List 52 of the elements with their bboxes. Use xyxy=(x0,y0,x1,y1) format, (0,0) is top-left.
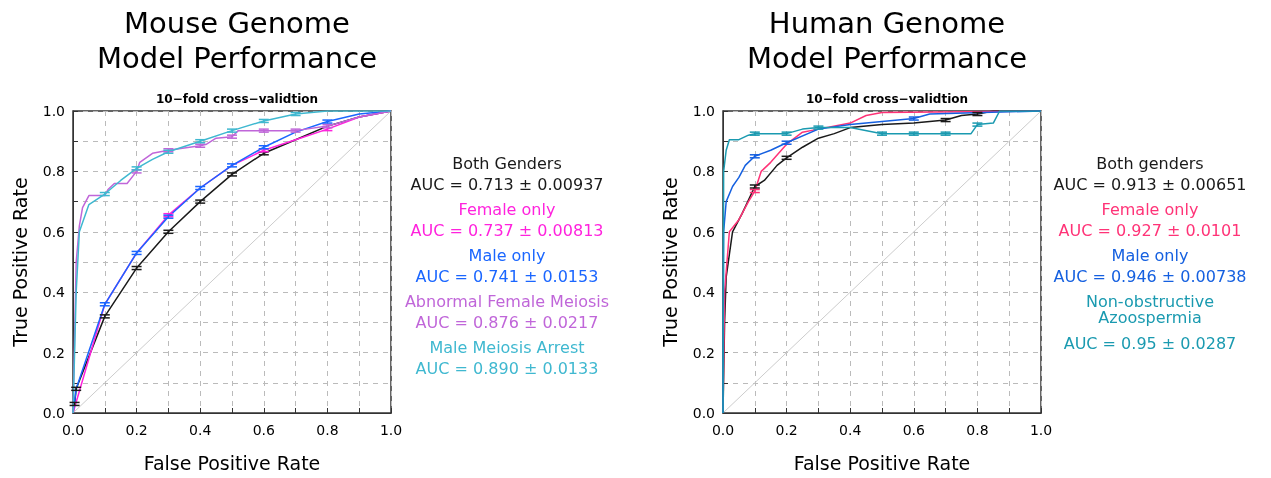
line-series xyxy=(722,110,1042,414)
x-tick-label: 0.2 xyxy=(775,422,798,438)
y-tick-label: 0.8 xyxy=(692,163,715,180)
x-tick-label: 0.0 xyxy=(61,422,85,438)
text: Male only xyxy=(468,245,546,265)
text: Female only xyxy=(1101,199,1199,219)
y-axis-title: True Positive Rate xyxy=(658,177,681,348)
x-axis-title: False Positive Rate xyxy=(143,451,321,474)
text: AUC = 0.890 ± 0.0133 xyxy=(415,358,599,378)
text: Male only xyxy=(1111,245,1189,265)
y-tick-label: 0.2 xyxy=(42,344,65,361)
text: AUC = 0.927 ± 0.0101 xyxy=(1058,220,1242,240)
chart-subtitle: 10−fold cross−validtion xyxy=(805,92,969,106)
y-tick-label: 0.6 xyxy=(42,223,66,240)
chart-title: Mouse Genome Model Performance xyxy=(96,5,378,75)
text: AUC = 0.946 ± 0.00738 xyxy=(1053,266,1247,286)
text: Female only xyxy=(458,199,556,219)
chart-title: Human Genome Model Performance xyxy=(746,5,1028,75)
y-tick-label: 0.0 xyxy=(42,405,65,421)
y-tick-label: 0.2 xyxy=(692,344,715,361)
y-axis-title: True Positive Rate xyxy=(8,177,31,348)
x-tick-label: 1.0 xyxy=(379,422,403,438)
y-tick-label: 1.0 xyxy=(692,103,715,119)
x-tick-label: 0.6 xyxy=(902,422,926,438)
text: AUC = 0.913 ± 0.00651 xyxy=(1053,174,1247,194)
x-tick-label: 0.8 xyxy=(966,422,989,438)
x-tick-label: 1.0 xyxy=(1029,422,1053,438)
chart-subtitle: 10−fold cross−validtion xyxy=(155,92,319,106)
text: AUC = 0.737 ± 0.00813 xyxy=(410,220,604,240)
x-tick-label: 0.0 xyxy=(711,422,735,438)
text: AUC = 0.95 ± 0.0287 xyxy=(1063,333,1237,353)
y-tick-label: 0.4 xyxy=(42,284,66,301)
text: AUC = 0.741 ± 0.0153 xyxy=(415,266,599,286)
x-tick-label: 0.8 xyxy=(316,422,339,438)
text: AUC = 0.876 ± 0.0217 xyxy=(415,312,599,332)
x-tick-label: 0.4 xyxy=(189,422,212,438)
text: AUC = 0.713 ± 0.00937 xyxy=(410,174,604,194)
y-tick-label: 0.8 xyxy=(42,163,65,180)
x-axis-title: False Positive Rate xyxy=(793,451,971,474)
x-tick-label: 0.4 xyxy=(839,422,862,438)
y-tick-label: 0.6 xyxy=(692,223,716,240)
y-tick-label: 0.0 xyxy=(692,405,715,421)
text: Male Meiosis Arrest xyxy=(429,337,585,357)
text: Both genders xyxy=(1096,153,1204,173)
y-tick-label: 0.4 xyxy=(692,284,716,301)
text: Non-obstructive Azoospermia xyxy=(1085,291,1215,327)
y-tick-label: 1.0 xyxy=(42,103,65,119)
x-tick-label: 0.6 xyxy=(252,422,276,438)
text: Both Genders xyxy=(452,153,562,173)
text: Abnormal Female Meiosis xyxy=(404,291,610,311)
x-tick-label: 0.2 xyxy=(125,422,148,438)
line-series xyxy=(72,110,392,414)
